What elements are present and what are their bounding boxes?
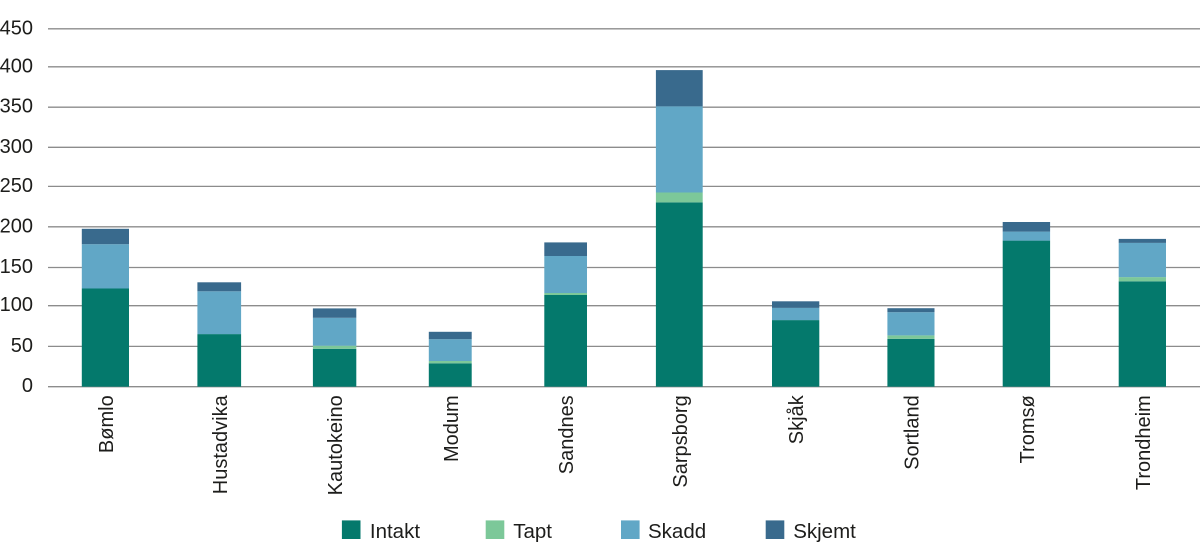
svg-text:Sandnes: Sandnes bbox=[556, 395, 578, 474]
svg-text:Intakt: Intakt bbox=[370, 520, 420, 543]
svg-text:Bømlo: Bømlo bbox=[96, 395, 118, 453]
svg-text:400: 400 bbox=[0, 55, 33, 77]
svg-text:Skjåk: Skjåk bbox=[786, 394, 808, 444]
svg-text:Kautokeino: Kautokeino bbox=[325, 395, 347, 495]
svg-text:50: 50 bbox=[11, 335, 33, 357]
svg-text:450: 450 bbox=[0, 17, 33, 39]
svg-text:Tromsø: Tromsø bbox=[1017, 395, 1039, 463]
svg-text:Hustadvika: Hustadvika bbox=[210, 394, 232, 494]
svg-text:Sarpsborg: Sarpsborg bbox=[670, 395, 692, 487]
svg-text:150: 150 bbox=[0, 256, 33, 278]
svg-text:Skadd: Skadd bbox=[648, 520, 706, 543]
svg-text:Sortland: Sortland bbox=[902, 395, 924, 470]
svg-text:Tapt: Tapt bbox=[513, 520, 552, 543]
svg-text:250: 250 bbox=[0, 175, 33, 197]
svg-text:Skjemt: Skjemt bbox=[793, 520, 856, 543]
svg-text:Trondheim: Trondheim bbox=[1133, 395, 1155, 490]
svg-text:100: 100 bbox=[0, 294, 33, 316]
svg-text:350: 350 bbox=[0, 96, 33, 118]
svg-text:Modum: Modum bbox=[441, 395, 463, 462]
svg-text:200: 200 bbox=[0, 215, 33, 237]
svg-text:300: 300 bbox=[0, 136, 33, 158]
svg-text:0: 0 bbox=[22, 375, 33, 397]
